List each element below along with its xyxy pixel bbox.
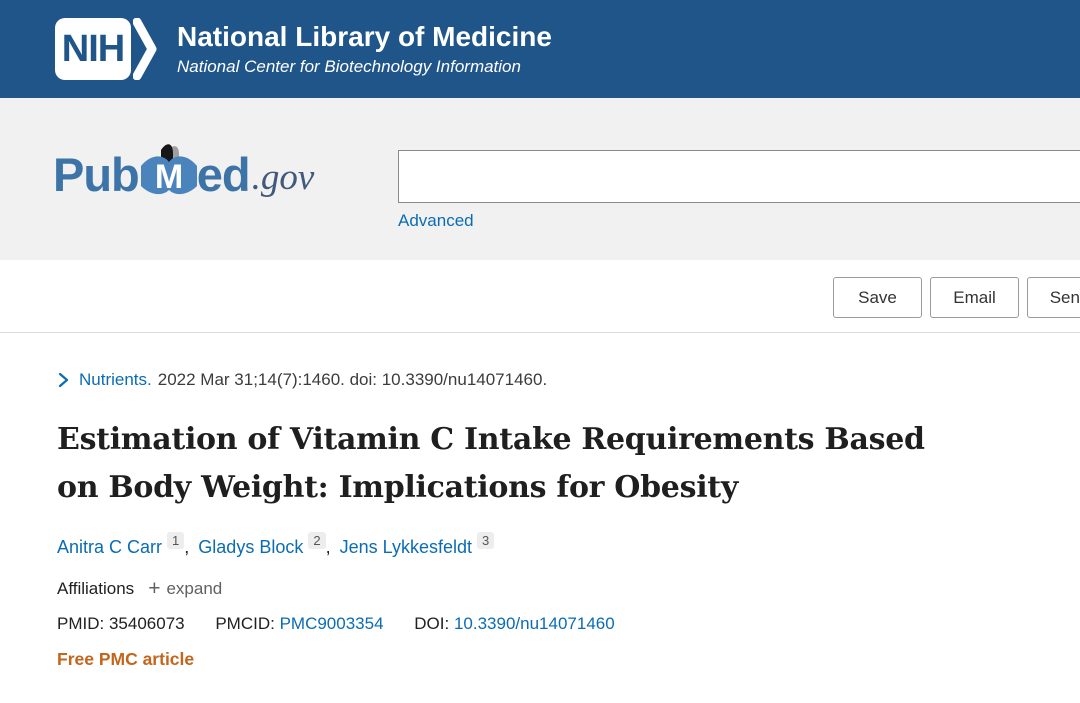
- author: Jens Lykkesfeldt 3: [339, 532, 499, 557]
- author-link[interactable]: Gladys Block: [198, 537, 304, 557]
- nlm-title: National Library of Medicine: [177, 21, 552, 53]
- nih-chevron-icon: [133, 18, 157, 80]
- advanced-search-link[interactable]: Advanced: [398, 211, 474, 230]
- nih-header: NIH National Library of Medicine Nationa…: [0, 0, 1080, 98]
- save-button[interactable]: Save: [833, 277, 922, 318]
- search-input[interactable]: [398, 150, 1080, 203]
- author-link[interactable]: Jens Lykkesfeldt: [339, 537, 473, 557]
- doi-link[interactable]: 10.3390/nu14071460: [453, 614, 615, 633]
- author: Gladys Block 2,: [198, 532, 334, 557]
- article-title-line2: on Body Weight: Implications for Obesity: [57, 470, 738, 505]
- doi-group: DOI: 10.3390/nu14071460: [414, 614, 614, 633]
- article-title: Estimation of Vitamin C Intake Requireme…: [57, 416, 997, 512]
- authors-list: Anitra C Carr 1, Gladys Block 2, Jens Lykk…: [57, 532, 1047, 558]
- pubmed-logo-gov: .gov: [251, 157, 315, 199]
- divider: [0, 332, 1080, 333]
- doi-label: DOI:: [414, 614, 450, 633]
- pmid-value: 35406073: [108, 614, 185, 633]
- identifiers-row: PMID: 35406073 PMCID: PMC9003354 DOI: 10…: [57, 614, 1047, 634]
- pmcid-label: PMCID:: [215, 614, 275, 633]
- nih-logo-text: NIH: [61, 27, 125, 70]
- author-affiliation-sup: 2: [308, 532, 326, 549]
- pmid-label: PMID:: [57, 614, 105, 633]
- author-affiliation-sup: 1: [167, 532, 185, 549]
- expand-affiliations-button[interactable]: expand: [166, 578, 223, 598]
- affiliations-row: Affiliations + expand: [57, 578, 1047, 599]
- pubmed-logo-ed: ed: [196, 148, 251, 201]
- chevron-right-icon: [58, 372, 69, 388]
- pmid-group: PMID: 35406073: [57, 614, 185, 633]
- citation-line: Nutrients. 2022 Mar 31;14(7):1460. doi: …: [57, 370, 1047, 390]
- citation-text: 2022 Mar 31;14(7):1460. doi: 10.3390/nu1…: [157, 370, 548, 389]
- open-book-icon: M: [140, 144, 197, 196]
- ncbi-subtitle: National Center for Biotechnology Inform…: [177, 56, 521, 76]
- author-affiliation-sup: 3: [477, 532, 495, 549]
- pubmed-logo[interactable]: Pub M ed .gov: [53, 138, 314, 198]
- nih-logo[interactable]: NIH: [55, 18, 159, 80]
- pubmed-logo-m: M: [155, 158, 183, 196]
- pmcid-group: PMCID: PMC9003354: [215, 614, 383, 633]
- free-pmc-article-badge[interactable]: Free PMC article: [57, 649, 195, 669]
- search-band: Pub M ed .gov Advanced: [0, 98, 1080, 260]
- plus-icon: +: [148, 577, 161, 600]
- article-title-line1: Estimation of Vitamin C Intake Requireme…: [57, 422, 925, 457]
- pmcid-link[interactable]: PMC9003354: [279, 614, 384, 633]
- nih-titles: National Library of Medicine National Ce…: [177, 21, 552, 76]
- author-separator: ,: [325, 537, 331, 557]
- email-button[interactable]: Email: [930, 277, 1019, 318]
- send-to-button[interactable]: Send to: [1027, 277, 1080, 318]
- author: Anitra C Carr 1,: [57, 532, 193, 557]
- author-link[interactable]: Anitra C Carr: [57, 537, 163, 557]
- pubmed-logo-pub: Pub: [53, 148, 140, 201]
- nih-logo-box: NIH: [55, 18, 131, 80]
- article: Nutrients. 2022 Mar 31;14(7):1460. doi: …: [57, 333, 1047, 670]
- actions-bar: Save Email Send to: [0, 260, 1080, 333]
- affiliations-label: Affiliations: [57, 578, 135, 598]
- author-separator: ,: [184, 537, 190, 557]
- journal-link[interactable]: Nutrients.: [79, 370, 152, 389]
